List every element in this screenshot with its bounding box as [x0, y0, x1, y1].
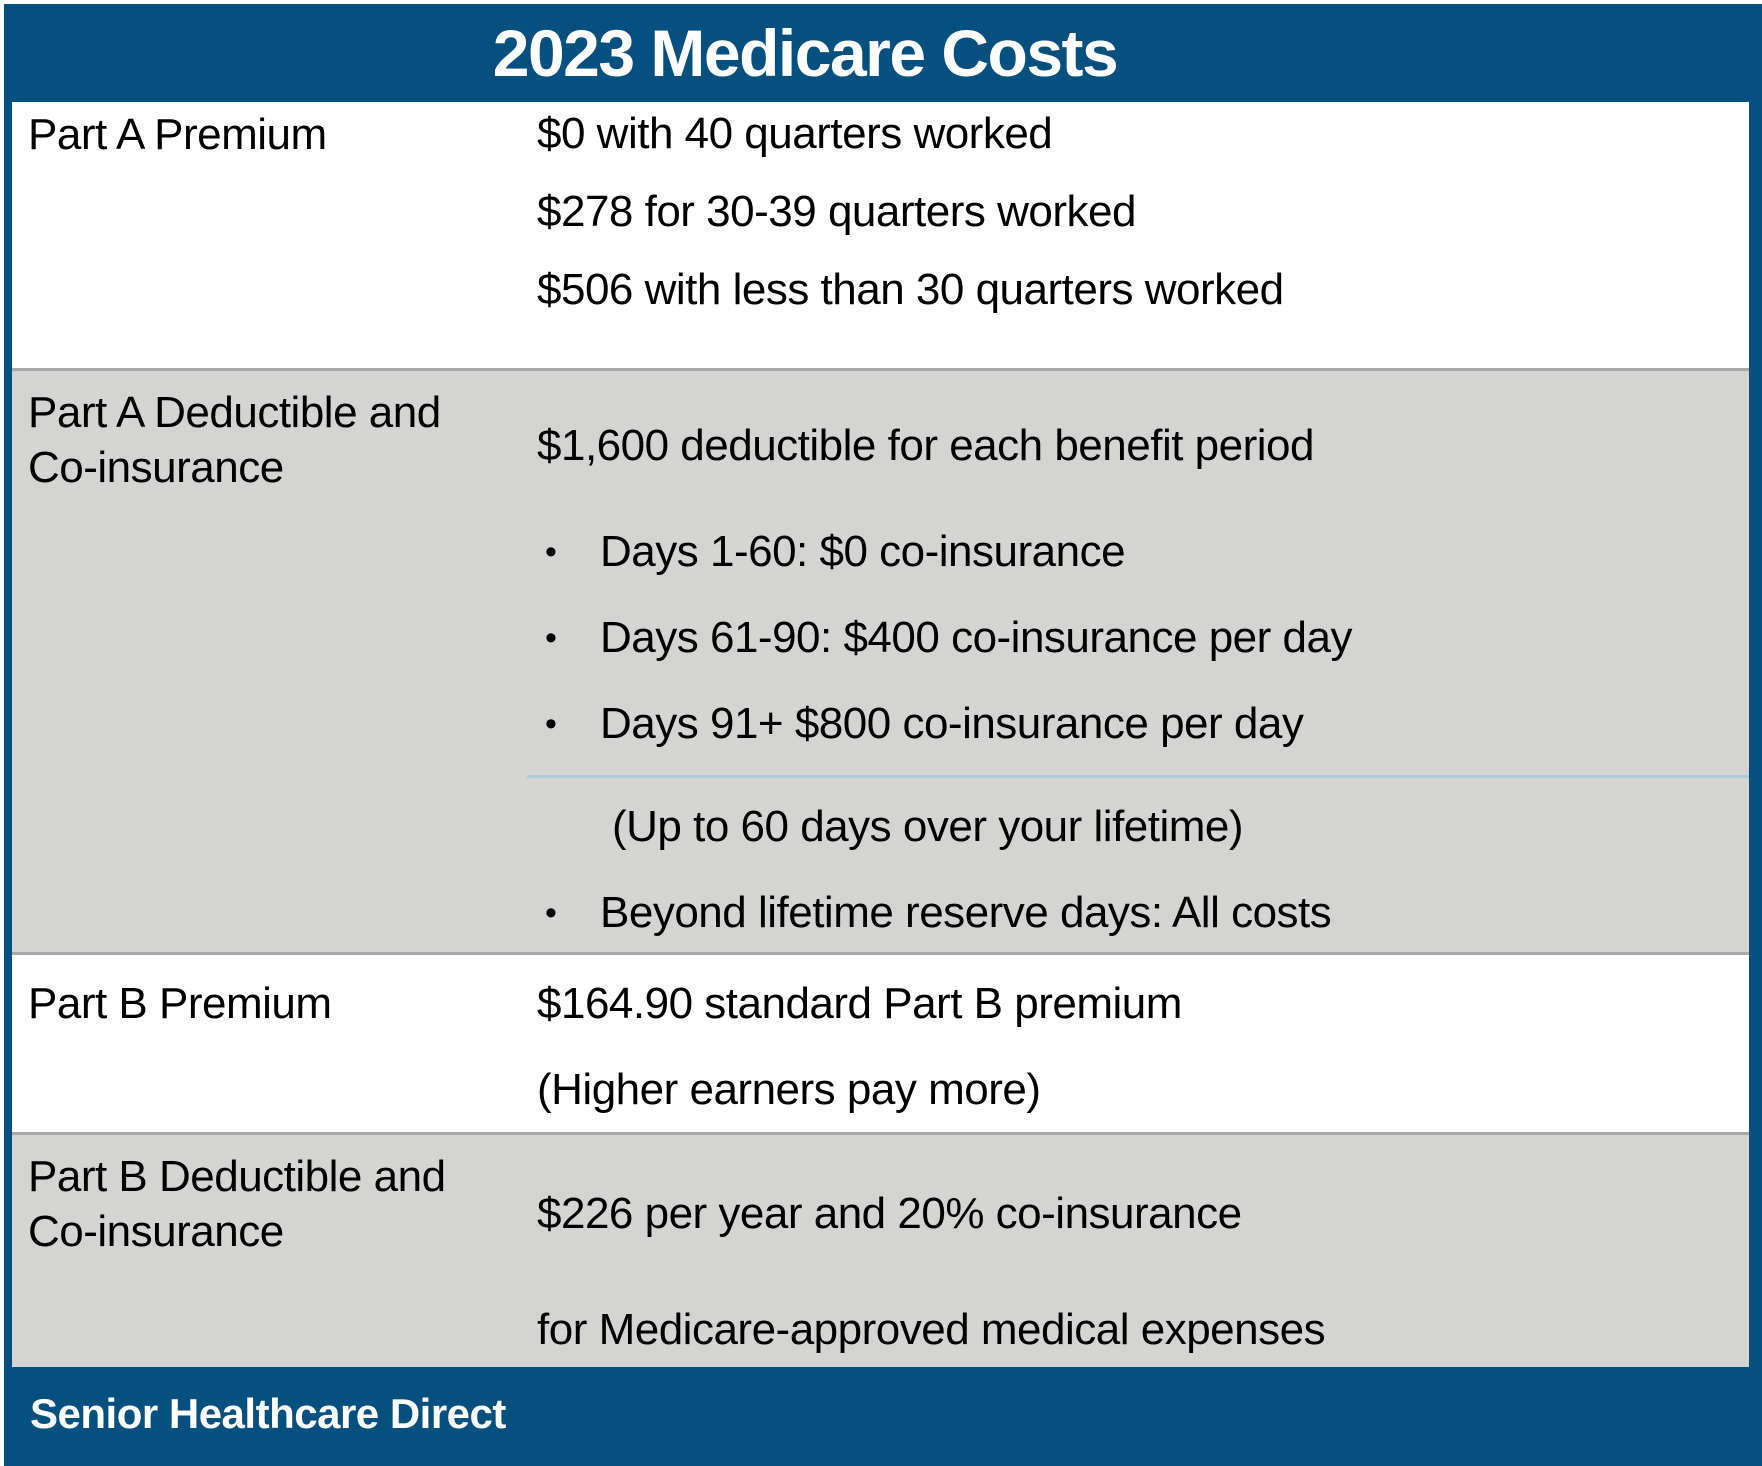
table-row-part-b-deductible: Part B Deductible and Co-insurance $226 …: [12, 1132, 1749, 1367]
row-value: $226 per year and 20% co-insurance for M…: [517, 1135, 1749, 1367]
table-row-part-a-deductible: Part A Deductible and Co-insurance $1,60…: [12, 368, 1749, 952]
value-line: $164.90 standard Part B premium: [537, 979, 1182, 1028]
bullet-item: • Days 1-60: $0 co-insurance: [545, 523, 1749, 581]
value-line: for Medicare-approved medical expenses: [537, 1305, 1326, 1354]
bullet-icon: •: [545, 894, 557, 932]
value-line: $1,600 deductible for each benefit perio…: [537, 421, 1314, 470]
table-row-part-a-premium: Part A Premium $0 with 40 quarters worke…: [12, 102, 1749, 368]
bullet-item: • Beyond lifetime reserve days: All cost…: [545, 884, 1749, 942]
row-label-line: Co-insurance: [28, 443, 284, 492]
row-label: Part A Deductible and Co-insurance: [12, 371, 517, 952]
header-bar: 2023 Medicare Costs: [4, 4, 1762, 102]
value-line: $506 with less than 30 quarters worked: [537, 265, 1284, 314]
row-label-line: Part B Deductible and: [28, 1152, 446, 1201]
page-title: 2023 Medicare Costs: [492, 16, 1119, 90]
bullet-icon: •: [545, 533, 557, 571]
bullet-icon: •: [545, 619, 557, 657]
bullet-text: Days 91+ $800 co-insurance per day: [600, 699, 1304, 748]
row-label: Part B Deductible and Co-insurance: [12, 1135, 517, 1367]
bullet-item: • Days 61-90: $400 co-insurance per day: [545, 609, 1749, 667]
bullet-text: Days 61-90: $400 co-insurance per day: [600, 613, 1352, 662]
bullet-item: • Days 91+ $800 co-insurance per day: [545, 695, 1749, 753]
table-row-part-b-premium: Part B Premium $164.90 standard Part B p…: [12, 952, 1749, 1132]
bullet-text: Days 1-60: $0 co-insurance: [600, 527, 1126, 576]
row-value: $164.90 standard Part B premium (Higher …: [517, 955, 1749, 1132]
row-label-line: Part A Deductible and: [28, 388, 441, 437]
row-label: Part A Premium: [12, 102, 517, 368]
note-divider: [527, 775, 1749, 778]
row-label-line: Part B Premium: [28, 979, 332, 1028]
footer-bar: Senior Healthcare Direct: [4, 1367, 1762, 1466]
value-line: $226 per year and 20% co-insurance: [537, 1189, 1242, 1238]
row-value: $0 with 40 quarters worked $278 for 30-3…: [517, 102, 1749, 368]
table-panel: 2023 Medicare Costs Part A Premium $0 wi…: [4, 4, 1762, 1466]
value-line: $0 with 40 quarters worked: [537, 109, 1053, 158]
row-value: $1,600 deductible for each benefit perio…: [517, 371, 1749, 952]
value-line: $278 for 30-39 quarters worked: [537, 187, 1136, 236]
bullet-text: Beyond lifetime reserve days: All costs: [600, 888, 1332, 937]
row-label: Part B Premium: [12, 955, 517, 1132]
brand-text: Senior Healthcare Direct: [30, 1389, 506, 1437]
lifetime-note: (Up to 60 days over your lifetime): [612, 802, 1244, 851]
bullet-icon: •: [545, 705, 557, 743]
row-label-line: Part A Premium: [28, 110, 327, 159]
value-line: (Higher earners pay more): [537, 1065, 1041, 1114]
row-label-line: Co-insurance: [28, 1207, 284, 1256]
costs-table-body: Part A Premium $0 with 40 quarters worke…: [4, 102, 1762, 1367]
